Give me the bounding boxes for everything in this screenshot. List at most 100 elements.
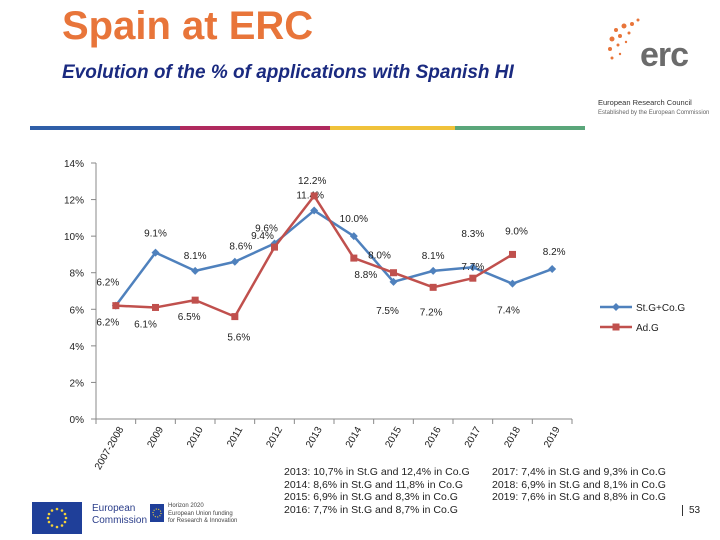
data-label: 9.6% [255,223,278,234]
data-label: 11.4% [296,191,324,202]
data-point [509,250,516,258]
data-label: 8.2% [543,247,566,258]
series-layer: 6.2% 9.1% 8.1% 8.6%9.6% 11.4% 10.0% 7.5% 8.1% 8.… [96,176,565,344]
header-stripe-1 [30,126,180,130]
erc-logo-tagline: Established by the European Commission [598,110,710,116]
data-point [429,283,437,291]
data-point [508,279,517,288]
x-tick-label: 2019 [542,425,563,450]
data-label: 7.4% [497,306,520,317]
x-tick-label: 2015 [383,425,404,450]
y-tick-label: 12% [64,196,84,207]
x-tick-label: 2018 [502,425,523,450]
data-label: 5.6% [227,333,250,344]
x-tick-label: 2016 [423,425,444,450]
data-point [429,266,438,275]
h2020-line-2: European Union funding [168,510,233,517]
series-line-stg-cog [114,209,553,307]
x-tick-label: 2014 [344,425,365,450]
note-line: 2018: 6,9% in St.G and 8,1% in Co.G [492,478,666,491]
data-point [548,265,557,274]
x-axis: 2007-2008 2009 2010 2011 2012 2013 2014 2015 201… [93,418,573,472]
y-tick-label: 0% [70,415,85,426]
data-label: 9.0% [505,226,528,237]
eu-flag-icon [32,502,82,534]
data-point [271,243,278,251]
legend-label: Ad.G [636,323,659,334]
legend-label: St.G+Co.G [636,303,685,314]
x-tick-label: 2010 [185,425,206,450]
data-point [191,296,199,304]
y-tick-label: 6% [70,305,85,316]
data-point [310,192,318,200]
data-label: 6.2% [96,278,119,289]
legend-marker [612,323,620,331]
data-point [389,277,398,286]
page-subtitle: Evolution of the % of applications with … [62,62,514,83]
erc-logo-name: European Research Council [598,98,692,107]
data-label: 10.0% [340,214,368,225]
data-point [349,232,358,241]
data-point [152,303,159,311]
y-axis: 0% 2% 4% 6% 8% 10% 12% 14% [64,159,97,426]
data-point [390,269,397,277]
note-line: 2013: 10,7% in St.G and 12,4% in Co.G [284,466,470,478]
data-point [151,248,160,257]
y-tick-label: 14% [64,159,84,170]
data-label: 8.0% [368,251,391,262]
data-label: 12.2% [298,176,326,187]
legend: St.G+Co.G Ad.G [600,303,685,334]
legend-marker [612,303,620,311]
page-title: Spain at ERC [62,4,314,48]
data-point [231,313,239,321]
y-tick-label: 8% [70,269,85,280]
data-label: 8.3% [461,229,484,240]
header-stripe-3 [330,126,455,130]
erc-logo-mark: erc [640,36,689,74]
note-line: 2019: 7,6% in St.G and 8,8% in Co.G [492,491,666,503]
data-point [310,206,319,215]
data-label: 6.1% [134,319,157,330]
data-point [469,274,477,282]
header-stripe-2 [180,126,330,130]
note-line: 2014: 8,6% in St.G and 11,8% in Co.G [284,478,463,491]
note-line: 2017: 7,4% in St.G and 9,3% in Co.G [492,466,666,478]
data-label: 6.2% [96,318,119,329]
y-tick-label: 4% [70,342,85,353]
data-label: 9.4% [251,231,274,242]
note-line: 2015: 6,9% in St.G and 8,3% in Co.G [284,491,458,503]
european-commission-label: European Commission [92,503,147,527]
data-point [191,266,200,275]
ec-line-1: European [92,503,136,514]
x-tick-label: 2013 [304,425,325,450]
data-point [230,257,239,266]
page-number: 53 [682,505,700,516]
x-tick-label: 2012 [264,425,285,450]
notes-right: 2017: 7,4% in St.G and 9,3% in Co.G 2018… [492,466,666,504]
erc-logo-dots [608,18,640,60]
data-label: 6.5% [178,312,201,323]
data-point [350,254,358,262]
data-label: 9.1% [144,229,167,240]
data-label: 8.1% [422,251,445,262]
x-tick-label: 2007-2008 [93,425,127,472]
data-point [112,302,120,310]
header-stripe-4 [455,126,585,130]
y-tick-label: 10% [64,232,84,243]
logo-dot-cluster [608,18,640,60]
x-tick-label: 2009 [145,425,166,450]
data-label: 8.6% [229,242,252,253]
h2020-line-3: for Research & Innovation [168,518,238,524]
ec-line-2: Commission [92,515,148,526]
horizon-2020-label: Horizon 2020 European Union funding for … [168,503,237,526]
data-point [468,263,477,272]
data-label: 8.1% [184,251,207,262]
y-tick-label: 2% [70,378,85,389]
line-chart: 0% 2% 4% 6% 8% 10% 12% 14% 2007-2008 2009 2010 201… [64,159,685,472]
notes-left: 2013: 10,7% in St.G and 12,4% in Co.G 20… [284,466,470,516]
eu-flag-small-icon [150,504,164,522]
data-label: 7.5% [376,306,399,317]
data-label: 7.2% [420,307,443,318]
x-tick-label: 2011 [225,425,245,450]
note-line: 2016: 7,7% in St.G and 8,7% in Co.G [284,503,458,516]
